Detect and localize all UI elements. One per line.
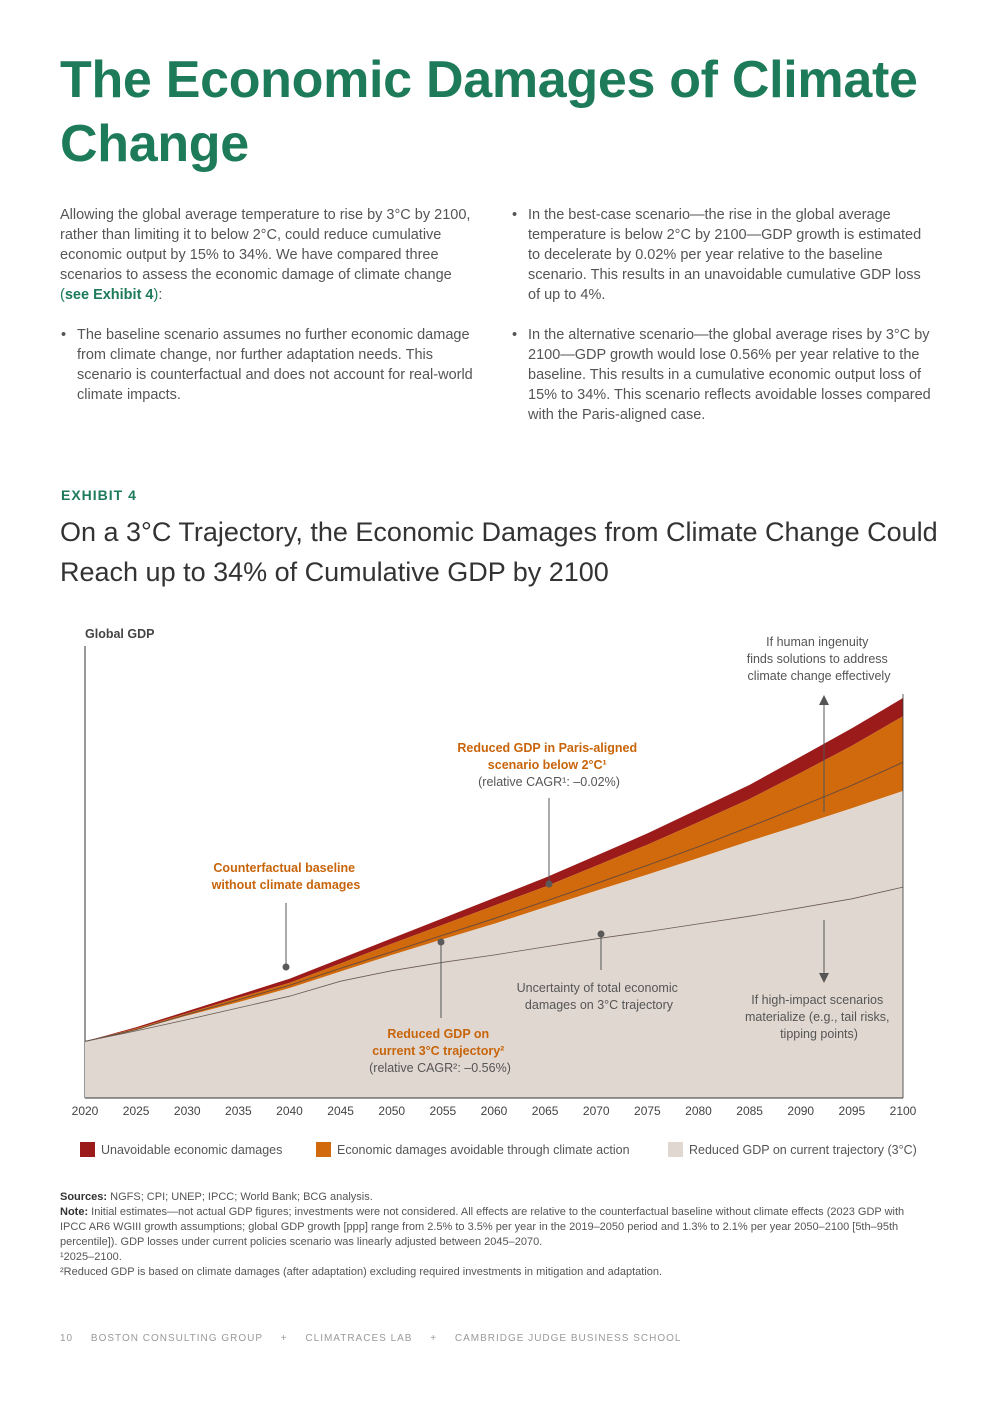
exhibit-title: On a 3°C Trajectory, the Economic Damage…: [60, 517, 938, 587]
chart-legend: Unavoidable economic damages Economic da…: [80, 1142, 940, 1162]
scenario-column: In the best-case scenario—the rise in th…: [511, 205, 935, 425]
x-axis-ticks: 2020 2025 2030 2035 2040 2045 2050 2055 2060 2065…: [72, 1104, 917, 1118]
high-impact-line1: If high-impact scenarios: [751, 993, 883, 1007]
y-axis-label: Global GDP: [85, 627, 154, 641]
baseline-annotation-line2: without climate damages: [211, 878, 361, 892]
baseline-annotation: Counterfactual baseline without climate …: [211, 861, 361, 892]
intro-colon: :: [158, 287, 163, 303]
ingenuity-line2: finds solutions to address: [747, 652, 888, 666]
current-annotation-line2: current 3°C trajectory²: [372, 1044, 504, 1058]
ingenuity-line3: climate change effectively: [748, 669, 892, 683]
footer-separator: +: [430, 1333, 438, 1344]
x-tick-label: 2025: [123, 1104, 150, 1118]
x-tick-label: 2060: [481, 1104, 508, 1118]
sources-text: NGFS; CPI; UNEP; IPCC; World Bank; BCG a…: [107, 1191, 373, 1203]
page-title: The Economic Damages of Climate Change: [60, 51, 918, 173]
baseline-annotation-line1: Counterfactual baseline: [213, 861, 355, 875]
down-arrow-icon: [819, 973, 829, 983]
legend-swatch-reduced: [668, 1142, 683, 1157]
x-tick-label: 2085: [736, 1104, 763, 1118]
baseline-marker: [282, 963, 290, 971]
legend-label-reduced: Reduced GDP on current trajectory (3°C): [689, 1142, 917, 1157]
legend-item-reduced: Reduced GDP on current trajectory (3°C): [668, 1142, 917, 1157]
x-tick-label: 2100: [890, 1104, 917, 1118]
footer-org-climatraces: CLIMATRACES LAB: [305, 1333, 413, 1344]
x-tick-label: 2075: [634, 1104, 661, 1118]
paren-close: ): [153, 287, 159, 303]
exhibit-link[interactable]: see Exhibit 4: [64, 287, 154, 303]
paris-marker: [545, 880, 553, 888]
intro-paragraph: Allowing the global average temperature …: [60, 205, 480, 305]
footnote-2: ²Reduced GDP is based on climate damages…: [60, 1266, 663, 1278]
current-annotation-line1: Reduced GDP on: [387, 1027, 489, 1041]
footer-org-cambridge: CAMBRIDGE JUDGE BUSINESS SCHOOL: [454, 1333, 682, 1344]
intro-text: Allowing the global average temperature …: [60, 207, 471, 283]
x-tick-label: 2090: [787, 1104, 814, 1118]
footnote-1: ¹2025–2100.: [60, 1251, 122, 1263]
x-tick-label: 2080: [685, 1104, 712, 1118]
sources-label: Sources:: [60, 1191, 108, 1203]
high-impact-annotation: If high-impact scenarios materialize (e.…: [745, 993, 893, 1041]
x-tick-label: 2030: [174, 1104, 201, 1118]
legend-label-unavoidable: Unavoidable economic damages: [101, 1142, 283, 1157]
paren-open: (: [60, 287, 65, 303]
legend-swatch-unavoidable: [80, 1142, 95, 1157]
paris-annotation-line2: scenario below 2°C¹: [488, 758, 607, 772]
exhibit-label: EXHIBIT 4: [61, 487, 137, 503]
bullet-alternative: In the alternative scenario—the global a…: [511, 325, 935, 425]
note-line: Note: Initial estimates—not actual GDP f…: [60, 1205, 930, 1250]
footer-org-bcg: BOSTON CONSULTING GROUP: [90, 1333, 263, 1344]
up-arrow-icon: [819, 695, 829, 705]
ingenuity-line1: If human ingenuity: [766, 635, 869, 649]
bullet-list-left: The baseline scenario assumes no further…: [60, 325, 480, 405]
legend-label-avoidable: Economic damages avoidable through clima…: [337, 1142, 630, 1157]
page-footer: 10 BOSTON CONSULTING GROUP + CLIMATRACES…: [60, 1333, 695, 1344]
page-number: 10: [60, 1333, 74, 1344]
bullet-best-case: In the best-case scenario—the rise in th…: [511, 205, 935, 305]
bullet-baseline: The baseline scenario assumes no further…: [60, 325, 480, 405]
x-tick-label: 2040: [276, 1104, 303, 1118]
ingenuity-annotation: If human ingenuity finds solutions to ad…: [747, 635, 892, 683]
uncertainty-line1: Uncertainty of total economic: [517, 981, 678, 995]
gdp-area-chart: Global GDP 2020 2025 2030 2035 2040 2045 2050 2…: [72, 627, 917, 1118]
high-impact-line2: materialize (e.g., tail risks,: [745, 1010, 889, 1024]
uncertainty-line2: damages on 3°C trajectory: [525, 998, 674, 1012]
note-text: Initial estimates—not actual GDP figures…: [60, 1206, 905, 1248]
legend-item-unavoidable: Unavoidable economic damages: [80, 1142, 282, 1157]
paris-annotation-line1: Reduced GDP in Paris-aligned: [457, 741, 637, 755]
paris-cagr: (relative CAGR¹: –0.02%): [478, 775, 620, 789]
legend-swatch-avoidable: [316, 1142, 331, 1157]
x-tick-label: 2055: [430, 1104, 457, 1118]
x-tick-label: 2050: [378, 1104, 405, 1118]
x-tick-label: 2035: [225, 1104, 252, 1118]
area-reduced-gdp: [85, 791, 903, 1098]
lower-trajectory-line: [84, 886, 904, 1042]
intro-column: Allowing the global average temperature …: [60, 205, 480, 405]
x-tick-label: 2020: [72, 1104, 99, 1118]
high-impact-line3: tipping points): [780, 1027, 858, 1041]
sources-line: Sources: NGFS; CPI; UNEP; IPCC; World Ba…: [60, 1190, 930, 1205]
current-annotation: Reduced GDP on current 3°C trajectory² (…: [369, 1027, 511, 1075]
footer-separator: +: [280, 1333, 288, 1344]
central-trajectory-line: [84, 761, 904, 1042]
note-label: Note:: [60, 1206, 89, 1218]
current-cagr: (relative CAGR²: –0.56%): [369, 1061, 511, 1075]
paris-annotation: Reduced GDP in Paris-aligned scenario be…: [457, 741, 640, 789]
x-tick-label: 2045: [327, 1104, 354, 1118]
uncertainty-marker: [597, 930, 605, 938]
x-tick-label: 2095: [839, 1104, 866, 1118]
current-marker: [437, 938, 445, 946]
sources-notes: Sources: NGFS; CPI; UNEP; IPCC; World Ba…: [60, 1190, 930, 1280]
bullet-list-right: In the best-case scenario—the rise in th…: [511, 205, 935, 425]
x-tick-label: 2065: [532, 1104, 559, 1118]
legend-item-avoidable: Economic damages avoidable through clima…: [316, 1142, 630, 1157]
x-tick-label: 2070: [583, 1104, 610, 1118]
uncertainty-annotation: Uncertainty of total economic damages on…: [517, 981, 682, 1012]
